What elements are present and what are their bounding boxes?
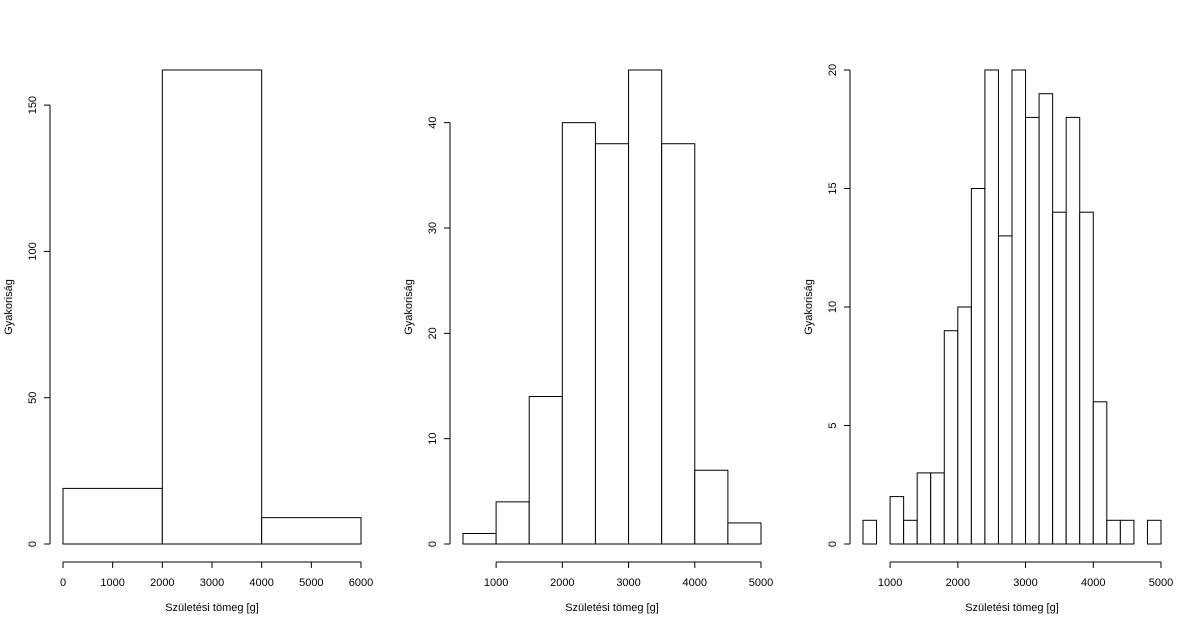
- histogram-bar: [462, 532, 497, 545]
- x-tick-label: 2000: [946, 577, 970, 589]
- histogram-bar: [1092, 401, 1108, 545]
- y-tick-label: 150: [27, 96, 39, 114]
- histogram-panel-3: 1000 2000 3000 4000 5000 0 5 10 15 20 Születési tö…: [803, 64, 1173, 614]
- x-tick-label: 5000: [749, 577, 773, 589]
- y-axis-title: Gyakoriság: [3, 279, 15, 335]
- x-tick-label: 5000: [299, 577, 323, 589]
- histogram-bar: [1106, 519, 1121, 545]
- x-tick-label: 1000: [100, 577, 124, 589]
- histogram-bar: [997, 235, 1013, 545]
- histogram-bar: [261, 517, 362, 545]
- y-tick-label: 10: [827, 301, 839, 313]
- histogram-panel-1: 0 1000 2000 3000 4000 5000 6000 0 50 100 150 Szület…: [3, 69, 373, 614]
- histogram-bar: [161, 69, 263, 545]
- y-tick-label: 100: [27, 242, 39, 260]
- x-tick-label: 4000: [1081, 577, 1105, 589]
- histogram-bar: [495, 501, 530, 545]
- histogram-bar: [970, 188, 986, 545]
- x-tick-label: 4000: [683, 577, 707, 589]
- histogram-bar: [561, 122, 596, 545]
- x-axis-title: Születési tömeg [g]: [165, 602, 259, 614]
- x-tick-label: 1000: [878, 577, 902, 589]
- x-tick-label: 3000: [200, 577, 224, 589]
- histogram-bar: [727, 522, 762, 545]
- x-tick-label: 1000: [484, 577, 508, 589]
- y-tick-label: 15: [827, 182, 839, 194]
- x-tick-label: 3000: [616, 577, 640, 589]
- x-axis-title: Születési tömeg [g]: [565, 602, 659, 614]
- histogram-bar: [1079, 211, 1094, 545]
- x-tick-label: 4000: [249, 577, 273, 589]
- histogram-bar: [1038, 93, 1054, 545]
- histogram-bar: [889, 496, 905, 545]
- y-tick-label: 0: [827, 541, 839, 547]
- y-tick-label: 5: [827, 422, 839, 428]
- histogram-bar: [62, 487, 163, 545]
- histogram-bar: [694, 469, 729, 545]
- histogram-bar: [1119, 519, 1135, 545]
- histogram-bar: [1011, 69, 1027, 545]
- histogram-bar: [1052, 211, 1067, 545]
- x-tick-label: 3000: [1013, 577, 1037, 589]
- x-tick-label: 2000: [550, 577, 574, 589]
- y-tick-label: 10: [427, 433, 439, 445]
- histogram-bar: [943, 330, 959, 545]
- histogram-bar: [984, 69, 999, 545]
- histogram-bar: [628, 69, 663, 545]
- y-tick-label: 20: [427, 327, 439, 339]
- y-tick-label: 40: [427, 117, 439, 129]
- histogram-panel-2: 1000 2000 3000 4000 5000 0 10 20 30 40 Születési t…: [403, 69, 773, 614]
- histogram-bar: [1025, 116, 1040, 545]
- y-axis-title: Gyakoriság: [803, 279, 815, 335]
- histogram-bar: [862, 519, 878, 545]
- y-tick-label: 30: [427, 222, 439, 234]
- histogram-bar: [916, 472, 932, 545]
- y-tick-label: 20: [827, 64, 839, 76]
- histogram-bar: [930, 472, 945, 545]
- y-tick-label: 0: [427, 541, 439, 547]
- y-tick-label: 50: [27, 392, 39, 404]
- x-tick-label: 0: [60, 577, 66, 589]
- histogram-bar: [1146, 519, 1162, 545]
- x-tick-label: 6000: [349, 577, 373, 589]
- histogram-bar: [903, 519, 918, 545]
- histogram-bar: [661, 143, 696, 545]
- y-axis-title: Gyakoriság: [403, 279, 415, 335]
- histogram-bar: [594, 143, 630, 545]
- histogram-bar: [1065, 116, 1081, 545]
- x-tick-label: 2000: [150, 577, 174, 589]
- x-axis-title: Születési tömeg [g]: [965, 602, 1059, 614]
- y-tick-label: 0: [27, 541, 39, 547]
- x-tick-label: 5000: [1149, 577, 1173, 589]
- histogram-bar: [528, 396, 563, 545]
- histogram-bar: [957, 306, 972, 545]
